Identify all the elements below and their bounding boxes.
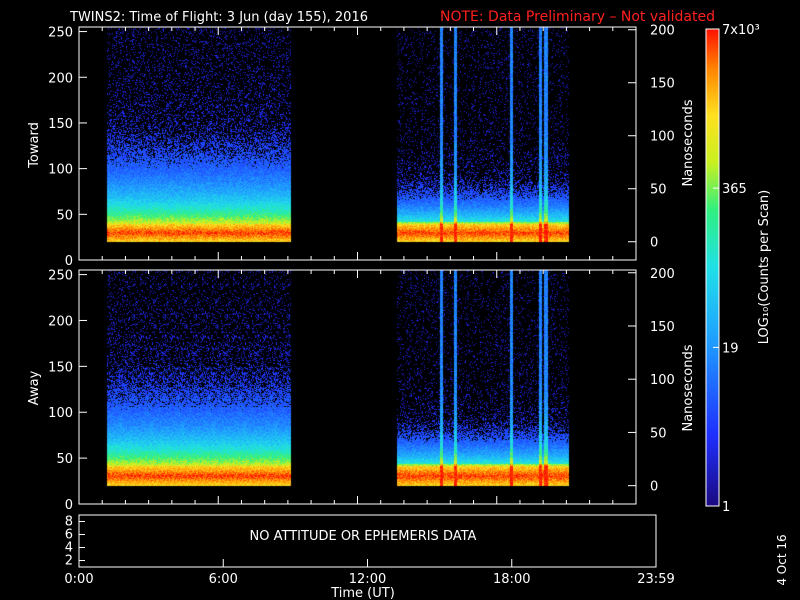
xtick-label: 6:00: [209, 572, 238, 587]
ytick-label-away: 250: [48, 269, 73, 284]
heatmap-image-toward: [79, 27, 636, 260]
x-axis: 0:00 6:00 12:00 18:00 23:59: [64, 559, 675, 587]
xtick-label: 23:59: [637, 572, 674, 587]
ylabel-away: Away: [27, 370, 42, 405]
y2tick-label-toward: 0: [650, 236, 658, 251]
y2tick-label-away: 100: [650, 373, 675, 388]
ytick-label-toward: 50: [56, 208, 73, 223]
ephem-ytick-label: 2: [65, 554, 73, 569]
ylabel-toward: Toward: [27, 122, 42, 169]
y2tick-label-toward: 100: [650, 130, 675, 145]
no-data-message: NO ATTITUDE OR EPHEMERIS DATA: [250, 529, 477, 544]
ytick-label-away: 50: [56, 452, 73, 467]
y2tick-label-away: 200: [650, 267, 675, 282]
xtick-label: 12:00: [349, 572, 386, 587]
ytick-label-toward: 0: [65, 254, 73, 269]
heatmap-image-away: [79, 270, 636, 504]
ytick-label-toward: 200: [48, 71, 73, 86]
ytick-label-toward: 250: [48, 26, 73, 41]
toward-y2ticks: 0 50 100 150 200: [628, 24, 675, 251]
ytick-label-away: 0: [65, 498, 73, 513]
away-yticks: 0 50 100 150 200 250: [48, 269, 637, 513]
y2tick-label-toward: 200: [650, 24, 675, 39]
y2tick-label-toward: 150: [650, 77, 675, 92]
ephem-ytick-label: 6: [65, 528, 73, 543]
y2label-toward: Nanoseconds: [681, 99, 696, 186]
xtick-label: 18:00: [493, 572, 530, 587]
y2tick-label-toward: 50: [650, 183, 667, 198]
colorbar-tick-label: 365: [722, 182, 747, 197]
colorbar-tick-label: 7x10³: [722, 23, 760, 38]
ephem-ytick-label: 8: [65, 515, 73, 530]
toward-yticks: 0 50 100 150 200 250: [48, 26, 637, 269]
y2tick-label-away: 0: [650, 480, 658, 495]
colorbar: 7x10³ 365 19 1 LOG₁₀(Counts per Scan): [705, 23, 772, 515]
chart-title: TWINS2: Time of Flight: 3 Jun (day 155),…: [69, 10, 368, 25]
away-y2ticks: 0 50 100 150 200: [628, 267, 675, 495]
colorbar-label: LOG₁₀(Counts per Scan): [757, 190, 772, 345]
ephem-ytick-label: 4: [65, 541, 73, 556]
xtick-label: 0:00: [64, 572, 93, 587]
colorbar-tick-label: 19: [722, 341, 739, 356]
ytick-label-toward: 150: [48, 117, 73, 132]
panel-toward: 0 50 100 150 200 250 0 50 100 150 200 Toward Nano…: [27, 24, 696, 269]
heatmap-away: [79, 270, 636, 504]
colorbar-ticks: 7x10³ 365 19 1: [713, 23, 760, 515]
y2tick-label-away: 50: [650, 426, 667, 441]
preliminary-note: NOTE: Data Preliminary – Not validated: [440, 9, 715, 25]
panel-away: 0 50 100 150 200 250 0 50 100 150 200 Away Nanose…: [27, 267, 696, 513]
colorbar-tick-label: 1: [722, 500, 730, 515]
heatmap-toward: [79, 27, 636, 260]
colorbar-gradient: [705, 28, 720, 507]
date-stamp: 4 Oct 16: [775, 534, 789, 585]
x-axis-label: Time (UT): [330, 586, 395, 600]
ytick-label-away: 150: [48, 360, 73, 375]
ytick-label-away: 200: [48, 314, 73, 329]
y2label-away: Nanoseconds: [681, 344, 696, 431]
ytick-label-toward: 100: [48, 163, 73, 178]
y2tick-label-away: 150: [650, 320, 675, 335]
ytick-label-away: 100: [48, 406, 73, 421]
